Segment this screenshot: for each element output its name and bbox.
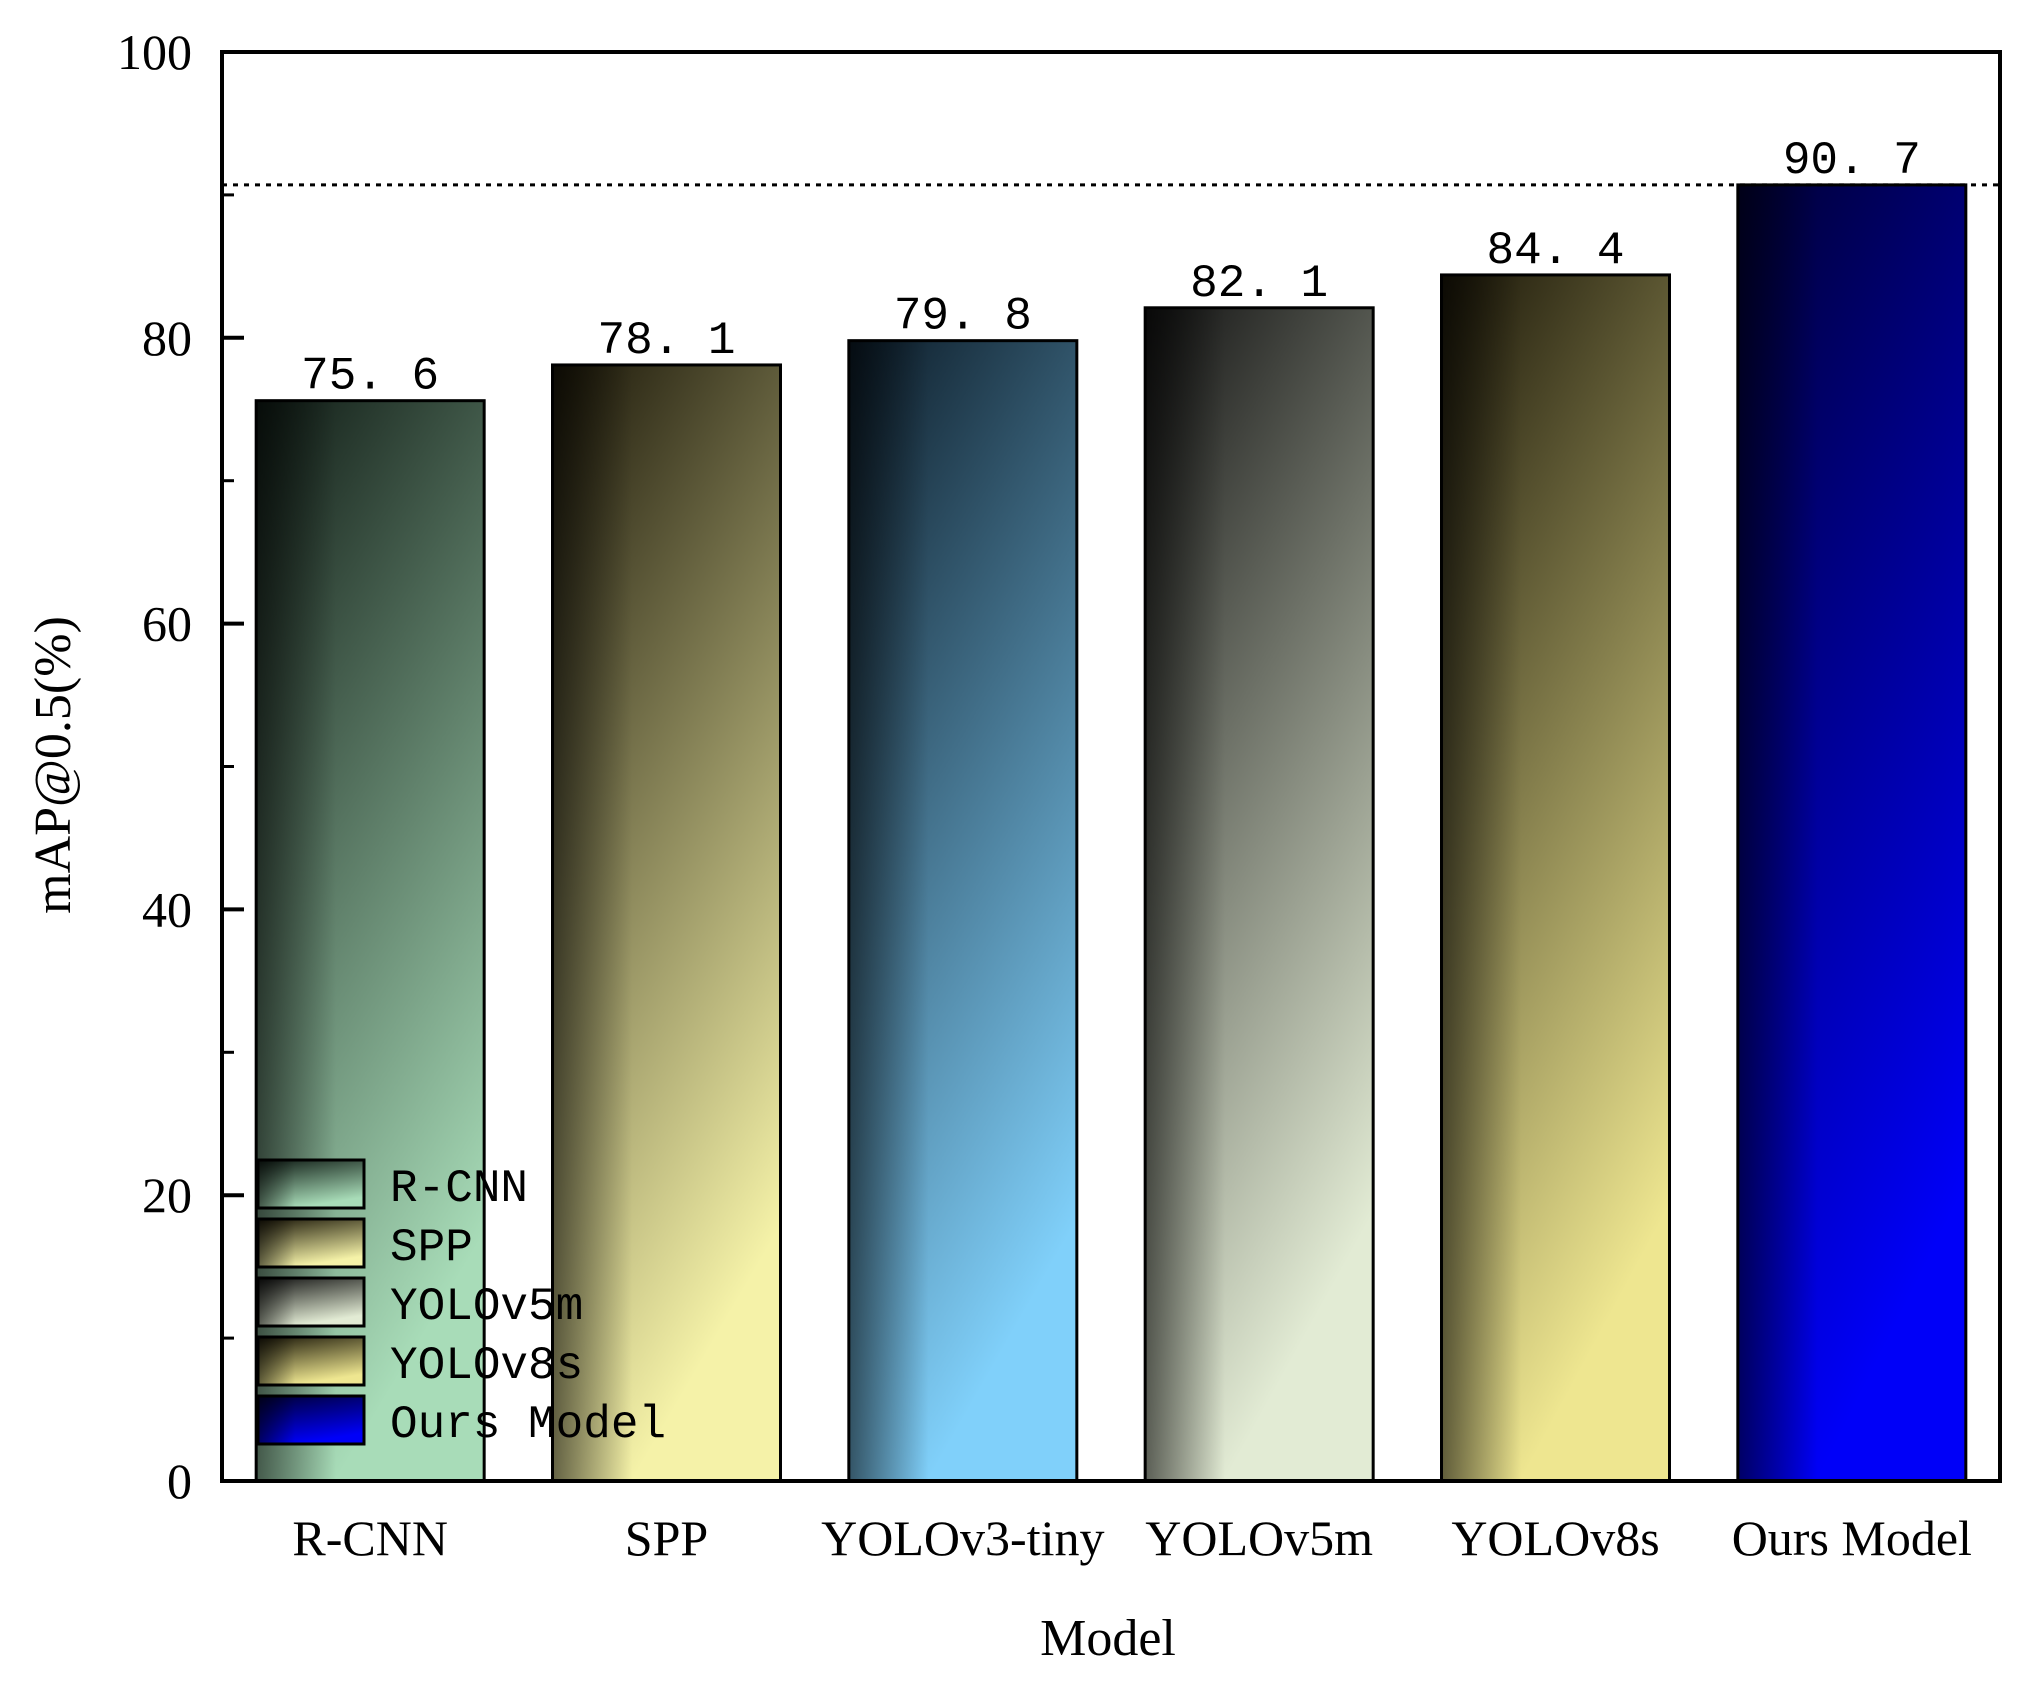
y-tick-label: 80: [142, 310, 192, 366]
axes: 0 20 40 60 80 100 R-CNN SPP YOLOv3-tiny YOLOv5m YO…: [117, 24, 2002, 1566]
x-tick-label: R-CNN: [292, 1510, 448, 1566]
legend-label: Ours Model: [390, 1399, 666, 1451]
y-tick-label: 20: [142, 1167, 192, 1223]
x-tick-label: YOLOv8s: [1451, 1510, 1659, 1566]
data-label: 84. 4: [1486, 225, 1624, 277]
bar-shade: [1441, 274, 1670, 1481]
legend-label: R-CNN: [390, 1163, 528, 1215]
data-label: 78. 1: [597, 315, 735, 367]
legend-swatch-shade: [258, 1337, 364, 1385]
legend-label: YOLOv5m: [390, 1281, 583, 1333]
legend: R-CNN SPP YOLOv5m YOLOv8s Ours Model: [256, 1158, 666, 1451]
x-tick-label: Ours Model: [1732, 1510, 1972, 1566]
x-axis-title: Model: [1040, 1610, 1176, 1667]
legend-swatch-shade: [258, 1160, 364, 1208]
data-label: 82. 1: [1190, 258, 1328, 310]
bar-shade: [1145, 307, 1374, 1481]
bar-shade: [552, 364, 781, 1482]
y-tick-label: 0: [167, 1453, 192, 1509]
data-labels: 75. 6 78. 1 79. 8 82. 1 84. 4 90. 7: [301, 135, 1921, 403]
bars: [254, 183, 1968, 1483]
data-label: 79. 8: [894, 291, 1032, 343]
x-tick-label: YOLOv3-tiny: [821, 1510, 1104, 1566]
data-label: 90. 7: [1783, 135, 1921, 187]
legend-swatch-shade: [258, 1219, 364, 1267]
legend-label: YOLOv8s: [390, 1340, 583, 1392]
bar-shade: [1737, 184, 1966, 1482]
legend-swatch-shade: [258, 1278, 364, 1326]
y-tick-label: 40: [142, 881, 192, 937]
y-axis-title: mAP@0.5(%): [25, 616, 82, 914]
y-tick-label: 100: [117, 24, 192, 80]
data-label: 75. 6: [301, 351, 439, 403]
bar-shade: [848, 340, 1077, 1482]
legend-swatch-shade: [258, 1396, 364, 1444]
x-tick-label: SPP: [625, 1510, 708, 1566]
y-tick-label: 60: [142, 596, 192, 652]
legend-label: SPP: [390, 1222, 473, 1274]
x-tick-label: YOLOv5m: [1145, 1510, 1373, 1566]
